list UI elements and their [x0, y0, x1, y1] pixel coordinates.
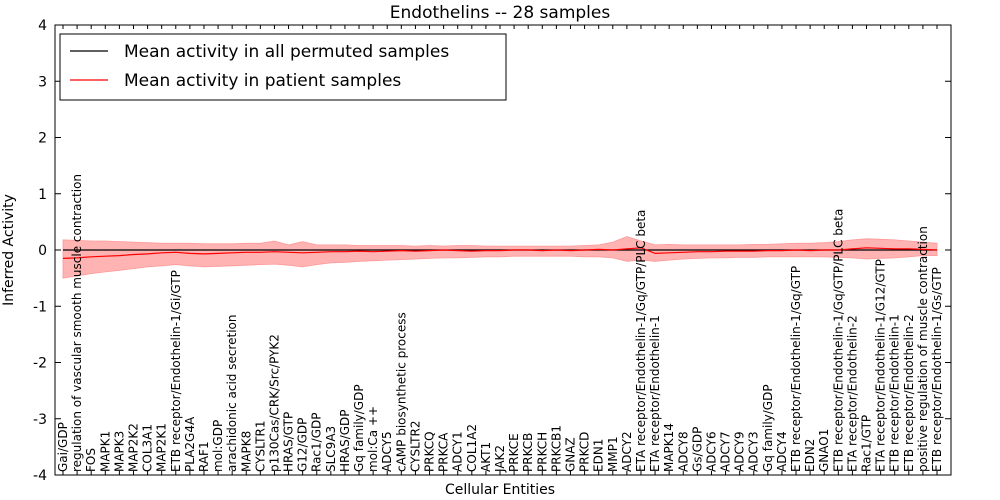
y-tick-label: 0 [38, 243, 47, 259]
x-entity-label: PRKCB [521, 433, 535, 472]
x-entity-label: MAP2K2 [127, 423, 141, 472]
x-entity-label: ADCY7 [719, 431, 733, 472]
x-entity-label: GNAZ [564, 437, 578, 472]
x-entity-label: ETB receptor/Endothelin-1 [888, 314, 902, 472]
x-entity-label: MAP2K1 [155, 423, 169, 472]
x-entity-label: ADCY9 [733, 431, 747, 472]
x-entity-label: ADCY6 [705, 431, 719, 472]
x-entity-label: COL3A1 [141, 424, 155, 472]
x-entity-label: ADCY2 [620, 431, 634, 472]
legend-box [59, 33, 507, 101]
y-tick-label: 4 [38, 18, 47, 34]
x-entity-label: Gq family/GDP [761, 384, 775, 472]
x-entity-label: EDN1 [592, 439, 606, 472]
x-entity-label: ETA receptor/Endothelin-1 [648, 315, 662, 472]
x-entity-label: PRKCA [437, 432, 451, 472]
y-axis-label: Inferred Activity [1, 194, 17, 306]
x-entity-label: mol:GDP [211, 420, 225, 472]
x-entity-label: EDN2 [803, 439, 817, 472]
legend-label-permuted: Mean activity in all permuted samples [124, 42, 449, 62]
x-entity-label: HRAS/GDP [338, 409, 352, 472]
x-entity-label: regulation of vascular smooth muscle con… [70, 174, 84, 472]
x-entity-label: mol:Ca ++ [366, 406, 380, 472]
x-entity-label: Gq family/GDP [352, 384, 366, 472]
y-axis-ticks: -4 -3 -2 -1 0 1 2 3 4 [33, 18, 951, 484]
x-entity-label: MAPK3 [112, 431, 126, 472]
x-entity-label: ETB receptor/Endothelin-1/Gi/GTP [169, 270, 183, 472]
x-entity-label: Rac1/GDP [310, 413, 324, 472]
x-entity-label: ADCY5 [380, 431, 394, 472]
x-entity-label: PLA2G4A [183, 416, 197, 472]
x-entity-label: PRKCE [507, 433, 521, 472]
x-entity-label: ETB receptor/Endothelin-1/Gq/GTP/PLC bet… [831, 209, 845, 472]
x-axis-label: Cellular Entities [445, 482, 555, 498]
y-tick-label: -2 [33, 356, 47, 372]
x-entity-label: ADCY1 [451, 431, 465, 472]
y-tick-label: -4 [33, 468, 47, 484]
x-entity-label: RAF1 [197, 441, 211, 472]
x-entity-label: MAPK8 [239, 431, 253, 472]
y-tick-label: 1 [38, 187, 47, 203]
patient-mean-line [62, 247, 938, 259]
x-entity-label: FOS [84, 448, 98, 472]
x-entity-label: p130Cas/CRK/Src/PYK2 [268, 334, 282, 472]
x-entity-label: G12/GDP [296, 418, 310, 472]
y-tick-label: -1 [33, 299, 47, 315]
x-entity-label: CYSLTR1 [253, 421, 267, 472]
legend: Mean activity in all permuted samples Me… [59, 33, 507, 101]
x-entity-label: ADCY8 [676, 431, 690, 472]
x-entity-label: CYSLTR2 [408, 421, 422, 472]
patient-activity-band [62, 236, 938, 279]
y-tick-label: -3 [33, 412, 47, 428]
x-entity-label: ADCY3 [747, 431, 761, 472]
x-entity-label: GNAO1 [817, 429, 831, 472]
y-tick-label: 2 [38, 131, 47, 147]
x-entity-label: ADCY4 [775, 431, 789, 472]
x-entity-label: PRKCQ [423, 431, 437, 472]
x-entity-label: MAPK14 [662, 423, 676, 472]
legend-label-patient: Mean activity in patient samples [124, 71, 401, 91]
x-entity-label: PRKCB1 [549, 425, 563, 472]
x-entity-label: ETA receptor/Endothelin-1/Gq/GTP/PLC bet… [634, 210, 648, 472]
x-entity-label: ETB receptor/Endothelin-1/Gq/GTP [789, 266, 803, 472]
x-entity-label: MMP1 [606, 436, 620, 472]
x-entity-label: JAK2 [493, 445, 507, 473]
x-axis-entity-labels: Gai/GDP regulation of vascular smooth mus… [56, 174, 944, 473]
x-entity-label: MAPK1 [98, 431, 112, 472]
plot-area [62, 236, 938, 279]
x-entity-label: cAMP biosynthetic process [394, 312, 408, 472]
x-entity-label: arachidonic acid secretion [225, 315, 239, 472]
x-entity-label: Gs/GDP [690, 427, 704, 472]
x-entity-label: PRKCH [535, 432, 549, 472]
x-entity-label: positive regulation of muscle contractio… [916, 226, 930, 472]
x-entity-label: COL1A2 [465, 424, 479, 472]
x-entity-label: ETB receptor/Endothelin-1/Gs/GTP [930, 267, 944, 472]
x-entity-label: ETA receptor/Endothelin-1/G12/GTP [874, 259, 888, 472]
x-entity-label: Rac1/GTP [860, 415, 874, 472]
chart-title: Endothelins -- 28 samples [390, 3, 611, 23]
plot-frame [54, 24, 952, 476]
x-entity-label: ETB receptor/Endothelin-2 [902, 314, 916, 472]
y-tick-label: 3 [38, 74, 47, 90]
x-entity-label: ETA receptor/Endothelin-2 [845, 315, 859, 472]
x-entity-label: PRKCD [578, 432, 592, 472]
x-axis-ticks [62, 25, 938, 475]
x-entity-label: SLC9A3 [324, 426, 338, 472]
x-entity-label: Gai/GDP [56, 422, 70, 472]
x-entity-label: AKT1 [479, 442, 493, 472]
x-entity-label: HRAS/GTP [282, 412, 296, 472]
